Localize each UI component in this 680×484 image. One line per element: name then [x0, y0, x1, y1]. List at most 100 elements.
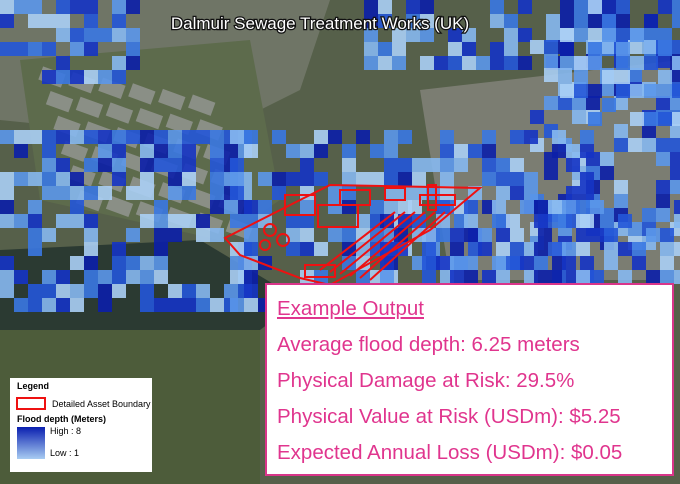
flood-cell [576, 270, 590, 284]
flood-cell [42, 130, 56, 144]
flood-cell [140, 130, 154, 144]
flood-cell [642, 138, 656, 152]
flood-cell [482, 172, 496, 186]
flood-cell [370, 172, 384, 186]
flood-cell [380, 270, 394, 284]
flood-cell [560, 56, 574, 70]
flood-cell [436, 200, 450, 214]
flood-cell [84, 242, 98, 256]
flood-cell [70, 0, 84, 14]
flood-cell [140, 186, 154, 200]
flood-cell [98, 130, 112, 144]
flood-cell [126, 130, 140, 144]
flood-cell [168, 158, 182, 172]
flood-cell [244, 200, 258, 214]
flood-cell [658, 28, 672, 42]
flood-cell [420, 0, 434, 14]
flood-cell [566, 158, 580, 172]
flood-cell [56, 214, 70, 228]
legend-label: Low : 1 [50, 448, 79, 458]
flood-cell [182, 172, 196, 186]
flood-cell [600, 152, 614, 166]
flood-cell [126, 270, 140, 284]
flood-cell [42, 186, 56, 200]
flood-cell [464, 214, 478, 228]
flood-cell [56, 0, 70, 14]
flood-cell [300, 172, 314, 186]
flood-cell [272, 172, 286, 186]
flood-cell [560, 14, 574, 28]
flood-cell [406, 0, 420, 14]
flood-cell [342, 172, 356, 186]
flood-cell [492, 214, 506, 228]
flood-cell [464, 256, 478, 270]
flood-cell [98, 158, 112, 172]
flood-cell [182, 284, 196, 298]
flood-cell [544, 54, 558, 68]
flood-cell [154, 200, 168, 214]
flood-cell [210, 228, 224, 242]
flood-cell [464, 270, 478, 284]
flood-cell [630, 84, 644, 98]
flood-cell [518, 0, 532, 14]
flood-cell [112, 144, 126, 158]
flood-cell [126, 186, 140, 200]
flood-cell [496, 186, 510, 200]
flood-cell [230, 270, 244, 284]
flood-cell [552, 144, 566, 158]
flood-cell [630, 112, 644, 126]
flood-cell [140, 284, 154, 298]
flood-cell [384, 144, 398, 158]
flood-cell [28, 130, 42, 144]
flood-cell [28, 200, 42, 214]
flood-cell [614, 194, 628, 208]
flood-cell [642, 40, 656, 54]
flood-cell [342, 200, 356, 214]
flood-cell [328, 228, 342, 242]
flood-cell [618, 214, 632, 228]
flood-cell [672, 14, 680, 28]
flood-cell [398, 158, 412, 172]
flood-cell [112, 270, 126, 284]
flood-cell [56, 130, 70, 144]
asset-boundary [223, 183, 483, 287]
flood-cell [384, 158, 398, 172]
flood-cell [468, 144, 482, 158]
flood-cell [56, 186, 70, 200]
flood-cell [462, 28, 476, 42]
flood-cell [510, 228, 524, 242]
flood-cell [356, 256, 370, 270]
flood-cell [356, 130, 370, 144]
flood-cell [70, 298, 84, 312]
flood-cell [154, 242, 168, 256]
flood-cell [384, 130, 398, 144]
flood-cell [182, 214, 196, 228]
flood-cell [126, 56, 140, 70]
flood-cell [224, 144, 238, 158]
flood-cell [230, 256, 244, 270]
legend-label: Detailed Asset Boundary [52, 399, 151, 409]
flood-cell [196, 130, 210, 144]
flood-cell [314, 172, 328, 186]
flood-cell [600, 166, 614, 180]
flood-cell [476, 56, 490, 70]
flood-cell [84, 228, 98, 242]
flood-cell [342, 158, 356, 172]
flood-cell [210, 144, 224, 158]
flood-cell [14, 144, 28, 158]
flood-cell [70, 70, 84, 84]
output-heading: Example Output [277, 297, 424, 320]
flood-cell [300, 186, 314, 200]
flood-cell [614, 124, 628, 138]
flood-cell [552, 214, 566, 228]
flood-cell [580, 256, 594, 270]
flood-cell [168, 228, 182, 242]
flood-cell [518, 28, 532, 42]
flood-cell [84, 186, 98, 200]
flood-cell [478, 242, 492, 256]
flood-cell [454, 144, 468, 158]
flood-cell [0, 270, 14, 284]
flood-cell [56, 28, 70, 42]
output-line: Physical Damage at Risk: 29.5% [277, 369, 575, 392]
flood-cell [496, 158, 510, 172]
